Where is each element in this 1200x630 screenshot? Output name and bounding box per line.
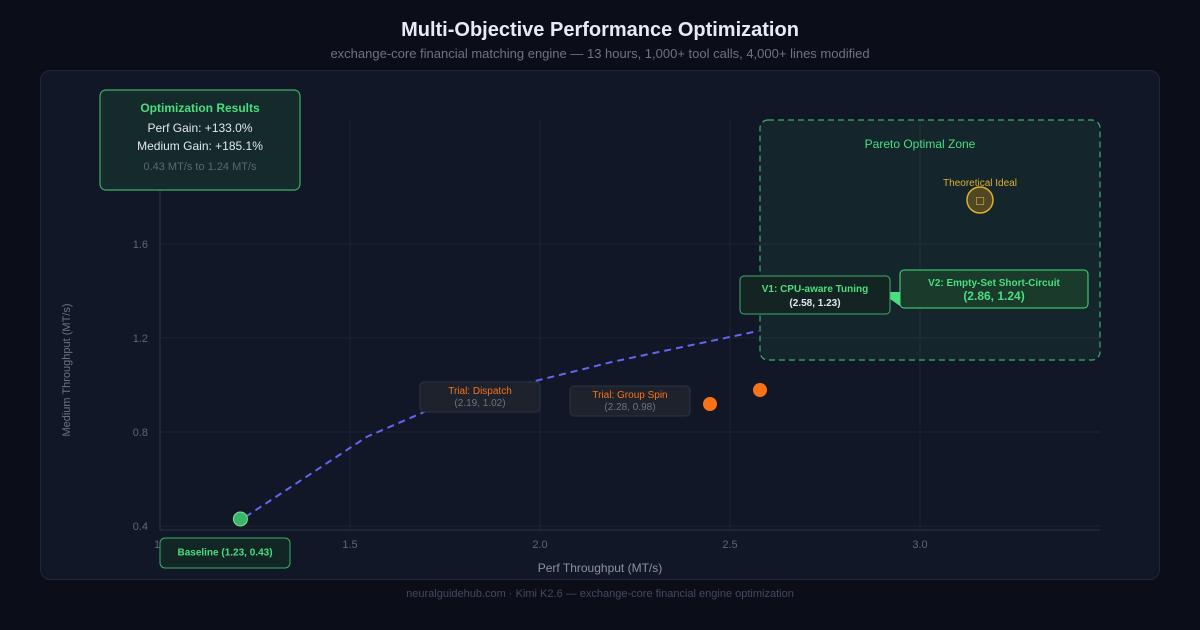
x-axis-label: Perf Throughput (MT/s) xyxy=(538,561,663,575)
v1-label-box: V1: CPU-aware Tuning (2.58, 1.23) xyxy=(739,275,891,315)
pareto-zone-label: Pareto Optimal Zone xyxy=(865,137,976,151)
y-tick-label: 1.2 xyxy=(133,333,148,345)
theoretical-ideal-label: Theoretical Ideal xyxy=(943,178,1017,189)
results-perf-gain: Perf Gain: +133.0% xyxy=(147,121,252,135)
footer-credit: neuralguidehub.com · Kimi K2.6 — exchang… xyxy=(406,588,794,600)
x-tick-label: 2.0 xyxy=(532,539,547,551)
v1-coords: (2.58, 1.23) xyxy=(789,298,840,309)
trial-group-spin-coords: (2.28, 0.98) xyxy=(604,402,655,413)
x-tick-label: 1.5 xyxy=(342,539,357,551)
y-axis-label: Medium Throughput (MT/s) xyxy=(61,303,73,436)
x-tick-label: 3.0 xyxy=(912,539,927,551)
baseline-label-box: Baseline (1.23, 0.43) xyxy=(159,537,291,569)
trial-group-spin-title: Trial: Group Spin xyxy=(592,390,667,401)
trial-dispatch-label-box: Trial: Dispatch (2.19, 1.02) xyxy=(419,381,541,413)
v2-coords: (2.86, 1.24) xyxy=(963,289,1024,303)
results-range: 0.43 MT/s to 1.24 MT/s xyxy=(143,161,257,173)
ideal-icon: □ xyxy=(976,193,984,208)
optimization-path xyxy=(244,329,759,518)
results-medium-gain: Medium Gain: +185.1% xyxy=(137,139,263,153)
results-box: Optimization Results Perf Gain: +133.0% … xyxy=(99,89,301,191)
pareto-zone xyxy=(759,119,1101,361)
trial-group-spin-point[interactable] xyxy=(753,383,767,397)
trial-dispatch-coords: (2.19, 1.02) xyxy=(454,398,505,409)
chart-subtitle: exchange-core financial matching engine … xyxy=(330,46,870,61)
y-tick-label: 1.6 xyxy=(133,239,148,251)
x-tick-label: 1 xyxy=(154,539,160,551)
x-tick-label: 2.5 xyxy=(722,539,737,551)
trial-dispatch-title: Trial: Dispatch xyxy=(448,386,512,397)
results-title: Optimization Results xyxy=(140,101,260,115)
v2-title: V2: Empty-Set Short-Circuit xyxy=(928,278,1060,289)
trial-dispatch-point[interactable] xyxy=(703,397,717,411)
baseline-point[interactable] xyxy=(232,511,248,527)
trial-group-spin-label-box: Trial: Group Spin (2.28, 0.98) xyxy=(569,385,691,417)
chart-title: Multi-Objective Performance Optimization xyxy=(401,19,799,41)
v2-label-box: V2: Empty-Set Short-Circuit (2.86, 1.24) xyxy=(899,269,1089,309)
y-tick-label: 0.8 xyxy=(133,427,148,439)
v1-title: V1: CPU-aware Tuning xyxy=(762,284,869,295)
theoretical-ideal-marker[interactable]: □ xyxy=(966,186,994,214)
y-tick-label: 0.4 xyxy=(133,521,148,533)
grid xyxy=(160,120,1100,530)
axis-ticks: 1 1.5 2.0 2.5 3.0 0.4 0.8 1.2 1.6 xyxy=(133,239,928,551)
baseline-label: Baseline (1.23, 0.43) xyxy=(177,548,272,559)
